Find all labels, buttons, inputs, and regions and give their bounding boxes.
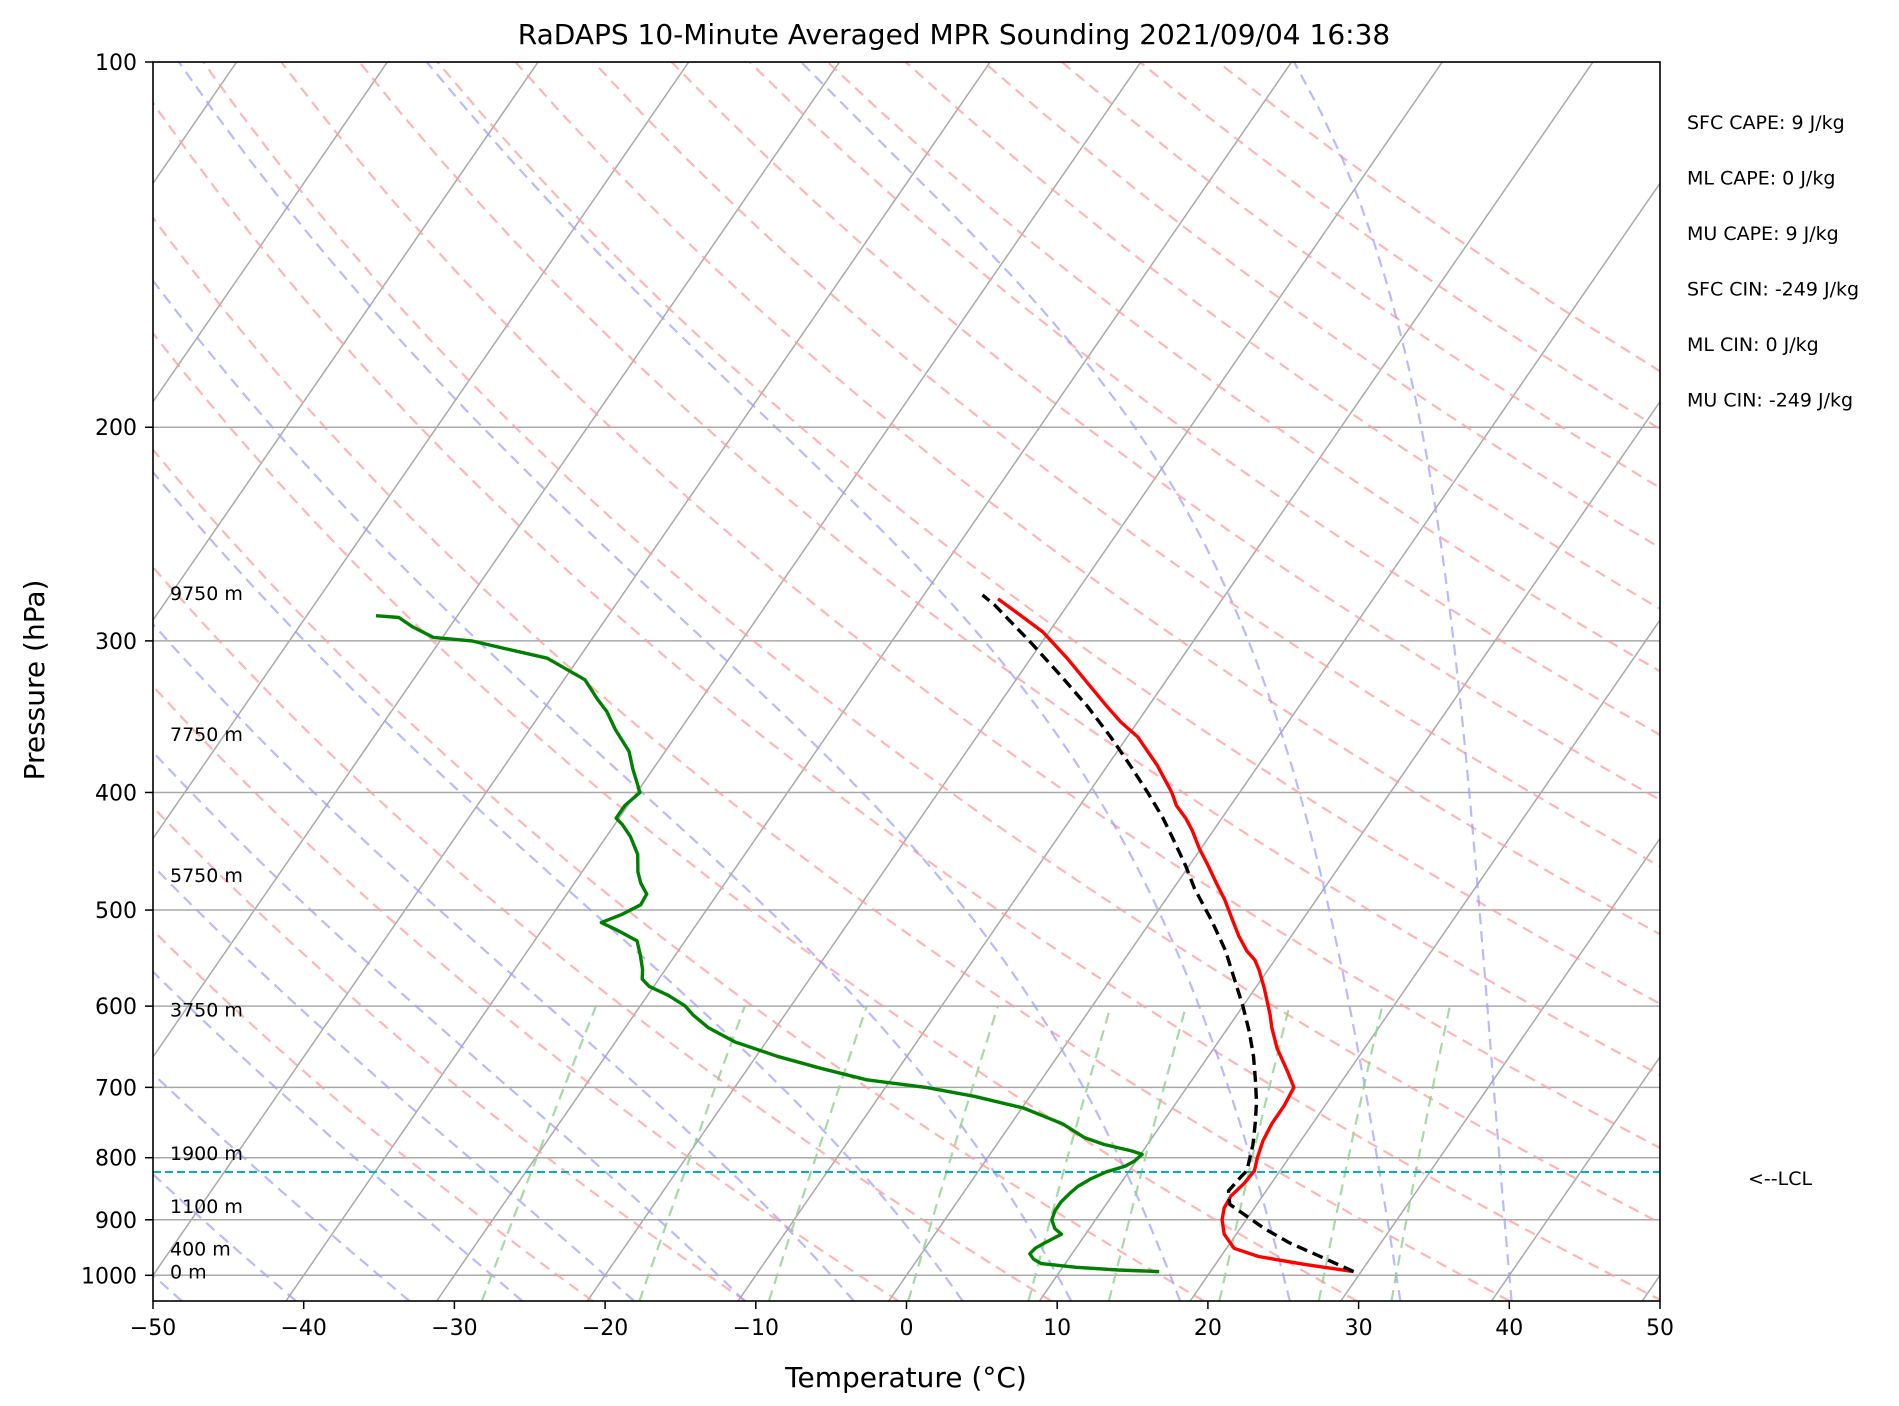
y-tick-label: 500: [95, 899, 137, 924]
dewpoint-trace: [375, 614, 1160, 1274]
parcel-path-trace: [981, 593, 1355, 1274]
isotherm-line: [436, 62, 1293, 1301]
stat-label: MU CAPE: 9 J/kg: [1687, 223, 1839, 245]
x-tick-label: 10: [1043, 1316, 1071, 1341]
mixing-ratio-line: [1218, 1005, 1291, 1301]
x-tick-label: −40: [280, 1316, 326, 1341]
lcl-label: <--LCL: [1748, 1168, 1812, 1190]
chart-title: RaDAPS 10-Minute Averaged MPR Sounding 2…: [518, 18, 1390, 51]
isotherm-line: [153, 62, 690, 840]
dry-adiabat-line: [904, 62, 1660, 611]
dry-adiabat-line: [153, 215, 1511, 1301]
mixing-ratio-line: [767, 1005, 868, 1301]
stat-label: SFC CIN: -249 J/kg: [1687, 279, 1859, 301]
moist-adiabat-line: [425, 62, 1291, 1301]
x-tick-label: 30: [1345, 1316, 1373, 1341]
stat-label: ML CAPE: 0 J/kg: [1687, 168, 1835, 190]
mixing-ratio-line: [1390, 1005, 1451, 1301]
y-tick-label: 1000: [81, 1264, 137, 1289]
y-tick-label: 800: [95, 1147, 137, 1172]
isotherm-line: [153, 62, 388, 403]
y-tick-label: 700: [95, 1076, 137, 1101]
dry-adiabat-line: [592, 62, 1660, 868]
stat-label: SFC CAPE: 9 J/kg: [1687, 112, 1845, 134]
x-tick-label: −20: [582, 1316, 628, 1341]
x-tick-label: 50: [1646, 1316, 1674, 1341]
height-label: 9750 m: [170, 583, 243, 605]
isotherm-line: [1189, 618, 1660, 1301]
x-tick-label: 20: [1194, 1316, 1222, 1341]
mixing-ratio-line: [638, 1005, 746, 1301]
dry-adiabat-line: [358, 62, 1660, 1077]
dry-adiabat-line: [153, 684, 899, 1301]
dry-adiabat-line: [202, 62, 1660, 1225]
dry-adiabat-line: [153, 447, 1205, 1301]
temperature-trace: [996, 597, 1354, 1274]
height-label: 1100 m: [170, 1196, 243, 1218]
y-tick-label: 600: [95, 995, 137, 1020]
mixing-ratio-line: [907, 1005, 999, 1301]
moist-adiabat-line: [153, 622, 855, 1301]
stat-label: ML CIN: 0 J/kg: [1687, 334, 1819, 356]
dry-adiabat-line: [153, 331, 1358, 1301]
isotherm-line: [153, 62, 841, 1059]
isotherm-line: [586, 62, 1443, 1301]
axes: −50 −40 −30 −20 −10 0 10 20 30 40 50 100 200 300 400 50…: [81, 51, 1674, 1341]
x-tick-label: −50: [130, 1316, 176, 1341]
height-label: 5750 m: [170, 865, 243, 887]
moist-adiabat-line: [800, 62, 1402, 1301]
height-label: 1900 m: [170, 1143, 243, 1165]
annotations: 9750 m 7750 m 5750 m 3750 m 1900 m 1100 m 400 …: [170, 112, 1859, 1284]
x-tick-label: −30: [431, 1316, 477, 1341]
height-label: 0 m: [170, 1262, 207, 1284]
isotherm-line: [1340, 837, 1660, 1301]
moist-adiabat-line: [153, 864, 635, 1301]
moist-adiabat-line: [153, 750, 746, 1301]
moist-adiabat-line: [153, 1072, 411, 1301]
dry-adiabat-line: [153, 100, 1660, 1301]
x-tick-label: −10: [733, 1316, 779, 1341]
y-tick-label: 400: [95, 781, 137, 806]
dry-adiabat-line: [436, 62, 1660, 1005]
x-axis-label: Temperature (°C): [784, 1361, 1027, 1394]
isotherm-line: [285, 62, 1142, 1301]
mixing-ratio-line: [1317, 1005, 1384, 1301]
isotherm-line: [737, 62, 1594, 1301]
moist-adiabat-line: [153, 1172, 297, 1301]
y-tick-label: 200: [95, 416, 137, 441]
isotherm-line: [153, 62, 991, 1277]
height-label: 3750 m: [170, 1000, 243, 1022]
dry-adiabat-line: [153, 805, 747, 1301]
plot-series: [153, 593, 1660, 1274]
moist-adiabat-line: [153, 278, 1073, 1301]
y-tick-label: 300: [95, 630, 137, 655]
isotherm-line: [153, 62, 539, 622]
y-tick-label: 900: [95, 1209, 137, 1234]
moist-adiabat-line: [153, 970, 524, 1301]
dry-adiabat-line: [514, 62, 1660, 936]
moist-adiabat-line: [1293, 62, 1513, 1301]
plot-grid: [153, 62, 1660, 1301]
mixing-ratio-line: [480, 1005, 598, 1301]
x-tick-label: 0: [900, 1316, 914, 1341]
mixing-ratio-line: [1107, 1005, 1188, 1301]
isotherm-line: [1038, 400, 1660, 1301]
stat-label: MU CIN: -249 J/kg: [1687, 390, 1853, 412]
x-tick-label: 40: [1495, 1316, 1523, 1341]
y-axis-label: Pressure (hPa): [18, 580, 51, 781]
isotherm-line: [1490, 1055, 1660, 1301]
moist-adiabat-line: [177, 62, 1182, 1301]
height-label: 7750 m: [170, 724, 243, 746]
y-tick-label: 100: [95, 51, 137, 76]
height-label: 400 m: [170, 1238, 231, 1260]
dry-adiabat-line: [748, 62, 1660, 737]
isotherm-line: [888, 181, 1660, 1301]
